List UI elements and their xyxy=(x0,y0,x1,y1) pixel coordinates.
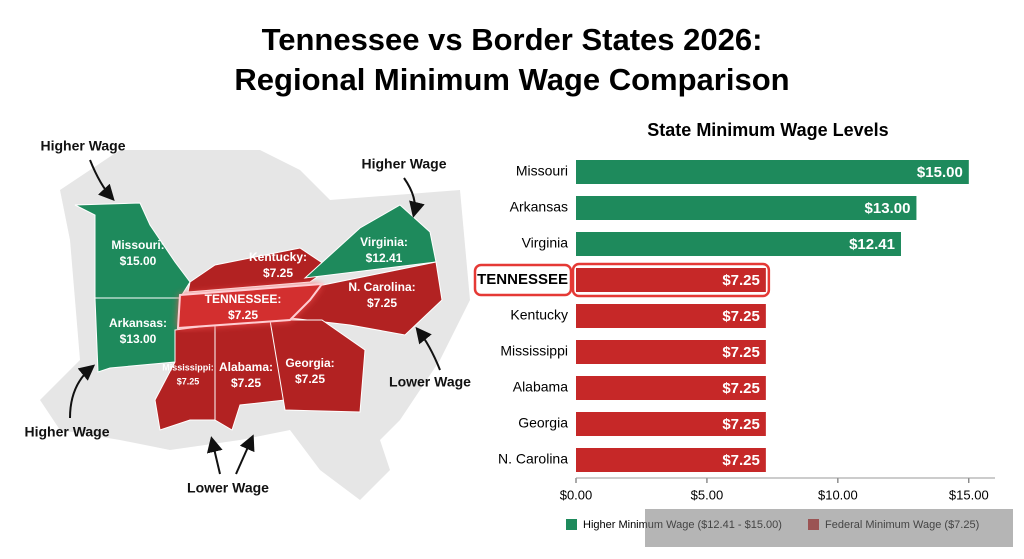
state-label: Kentucky: xyxy=(249,250,307,264)
arrow xyxy=(89,159,115,201)
bar xyxy=(576,304,766,328)
y-tick-label: Arkansas xyxy=(510,199,568,215)
state-label: Alabama: xyxy=(219,360,273,374)
arrow xyxy=(235,434,255,475)
state-virginia xyxy=(303,204,437,279)
arrow xyxy=(69,364,96,419)
value-label: $7.25 xyxy=(722,308,760,325)
x-tick-label: $10.00 xyxy=(818,487,858,502)
x-tick-label: $15.00 xyxy=(949,487,989,502)
value-label: $7.25 xyxy=(722,452,760,469)
state-wage: $15.00 xyxy=(120,254,157,268)
bar-chart: State Minimum Wage Levels $0.00 $5.00 $10.0… xyxy=(473,120,1013,547)
state-wage: $7.25 xyxy=(177,376,200,386)
state-wage: $7.25 xyxy=(263,266,293,280)
highlight-box xyxy=(473,263,573,297)
y-tick-label: N. Carolina xyxy=(498,451,568,467)
annotation: Higher Wage xyxy=(24,424,109,440)
value-label: $7.25 xyxy=(722,272,760,289)
state-label: Virginia: xyxy=(360,235,408,249)
bar xyxy=(576,376,766,400)
bar xyxy=(576,232,901,256)
x-tick-label: $0.00 xyxy=(560,487,593,502)
bar xyxy=(576,268,766,292)
annotation: Lower Wage xyxy=(187,480,269,496)
state-wage: $7.25 xyxy=(231,376,261,390)
annotation: Lower Wage xyxy=(389,374,471,390)
bar xyxy=(576,412,766,436)
state-tennessee xyxy=(176,282,325,330)
value-label: $7.25 xyxy=(722,344,760,361)
y-tick-label: Missouri xyxy=(516,163,568,179)
map: Missouri: $15.00 Arkansas: $13.00 Kentuc… xyxy=(24,138,471,500)
arrow xyxy=(403,177,425,218)
y-tick-label: Georgia xyxy=(518,415,568,431)
bar xyxy=(576,340,766,364)
highlight-box xyxy=(571,262,771,298)
y-tick-label: TENNESSEE xyxy=(477,271,568,288)
legend-swatch xyxy=(566,519,577,530)
state-label: Georgia: xyxy=(285,356,334,370)
state-label: N. Carolina: xyxy=(348,280,415,294)
arrow xyxy=(415,326,441,371)
state-label: Mississippi: xyxy=(162,362,214,372)
state-wage: $7.25 xyxy=(295,372,325,386)
state-wage: $13.00 xyxy=(120,332,157,346)
y-tick-label: Mississippi xyxy=(500,343,568,359)
value-label: $13.00 xyxy=(865,200,911,217)
value-label: $7.25 xyxy=(722,380,760,397)
annotation: Higher Wage xyxy=(40,138,125,154)
value-label: $7.25 xyxy=(722,416,760,433)
x-tick-label: $5.00 xyxy=(691,487,724,502)
y-tick-label: Virginia xyxy=(522,235,569,251)
y-tick-label: Kentucky xyxy=(510,307,568,323)
title-line: Tennessee vs Border States 2026: xyxy=(262,22,763,57)
value-label: $15.00 xyxy=(917,164,963,181)
state-label: Missouri: xyxy=(111,238,164,252)
state-kentucky xyxy=(187,247,331,293)
state-georgia xyxy=(269,319,366,413)
annotation: Higher Wage xyxy=(361,156,446,172)
state-wage: $12.41 xyxy=(366,251,403,265)
title-line: Regional Minimum Wage Comparison xyxy=(234,62,789,97)
bar xyxy=(576,448,766,472)
arrow xyxy=(206,436,223,475)
chart-title: State Minimum Wage Levels xyxy=(647,120,888,140)
state-label: TENNESSEE: xyxy=(205,292,282,306)
value-label: $12.41 xyxy=(849,236,895,253)
state-wage: $7.25 xyxy=(367,296,397,310)
watermark-overlay xyxy=(645,509,1013,547)
bar xyxy=(576,196,917,220)
y-tick-label: Alabama xyxy=(513,379,568,395)
state-label: Arkansas: xyxy=(109,316,167,330)
state-wage: $7.25 xyxy=(228,308,258,322)
bar xyxy=(576,160,969,184)
